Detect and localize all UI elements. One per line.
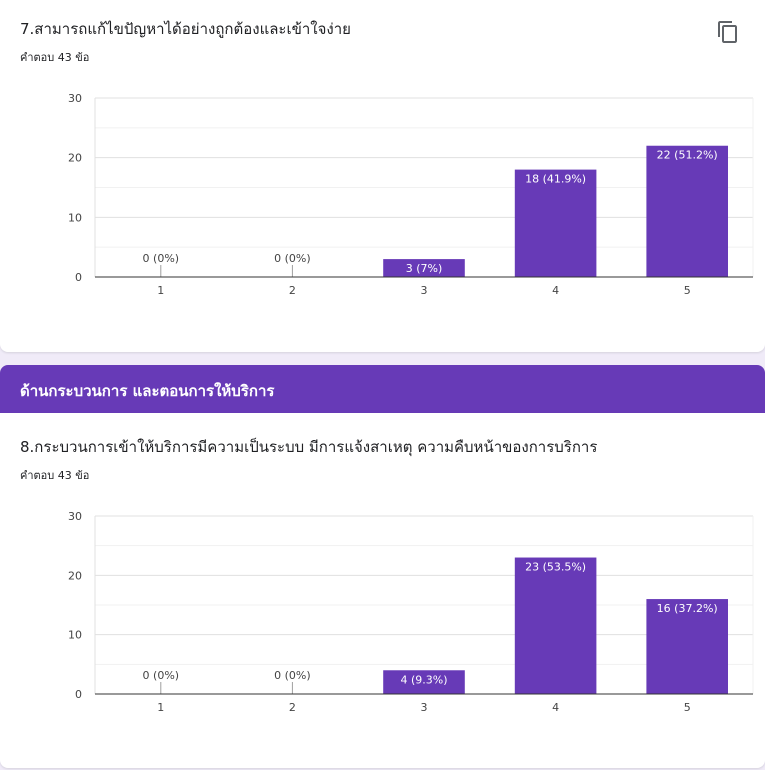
y-tick-label: 10	[68, 629, 82, 642]
data-label: 22 (51.2%)	[657, 149, 718, 162]
data-label: 0 (0%)	[143, 669, 180, 682]
x-tick-label: 3	[421, 701, 428, 714]
y-tick-label: 30	[68, 92, 82, 105]
question-title: 8.กระบวนการเข้าให้บริการมีความเป็นระบบ ม…	[20, 438, 598, 456]
data-label: 0 (0%)	[143, 252, 180, 265]
x-tick-label: 2	[289, 701, 296, 714]
data-label: 18 (41.9%)	[525, 173, 586, 186]
response-count: คำตอบ 43 ข้อ	[20, 469, 90, 482]
x-tick-label: 5	[684, 701, 691, 714]
copy-icon	[718, 21, 737, 43]
bar-chart: 0 10 20 30 0 (0%) 1 0 (0%) 2 4 (9.3%) 3 23 (53.5%)…	[68, 510, 754, 714]
bar	[514, 557, 597, 694]
data-label: 0 (0%)	[274, 669, 311, 682]
x-tick-label: 4	[552, 284, 559, 297]
section-header: ด้านกระบวนการ และตอนการให้บริการ	[0, 365, 765, 413]
x-tick-label: 3	[421, 284, 428, 297]
copy-chart-button[interactable]	[716, 20, 740, 44]
x-tick-label: 2	[289, 284, 296, 297]
response-count: คำตอบ 43 ข้อ	[20, 51, 90, 64]
bar	[383, 670, 465, 694]
data-label: 4 (9.3%)	[400, 673, 447, 686]
x-tick-label: 1	[157, 284, 164, 297]
y-tick-label: 30	[68, 510, 82, 523]
y-tick-label: 10	[68, 211, 82, 224]
x-tick-label: 1	[157, 701, 164, 714]
y-tick-label: 20	[68, 152, 82, 165]
x-tick-label: 4	[552, 701, 559, 714]
question-title: 7.สามารถแก้ไขปัญหาได้อย่างถูกต้องและเข้า…	[20, 20, 351, 38]
question-card-7: 7.สามารถแก้ไขปัญหาได้อย่างถูกต้องและเข้า…	[0, 0, 765, 352]
bar	[646, 599, 728, 694]
y-tick-label: 20	[68, 569, 82, 582]
x-tick-label: 5	[684, 284, 691, 297]
bar	[514, 169, 597, 277]
bar	[383, 259, 465, 277]
bar	[646, 145, 728, 277]
data-label: 3 (7%)	[406, 262, 443, 275]
data-label: 23 (53.5%)	[525, 561, 586, 574]
data-label: 16 (37.2%)	[657, 602, 718, 615]
section-title: ด้านกระบวนการ และตอนการให้บริการ	[20, 382, 275, 400]
y-tick-label: 0	[75, 271, 82, 284]
question-card-8: 8.กระบวนการเข้าให้บริการมีความเป็นระบบ ม…	[0, 413, 765, 768]
bar-chart: 0 10 20 30 0 (0%) 1 0 (0%) 2 3 (7%) 3 18 (41.9%) 4 2…	[68, 92, 754, 297]
y-tick-label: 0	[75, 688, 82, 701]
data-label: 0 (0%)	[274, 252, 311, 265]
